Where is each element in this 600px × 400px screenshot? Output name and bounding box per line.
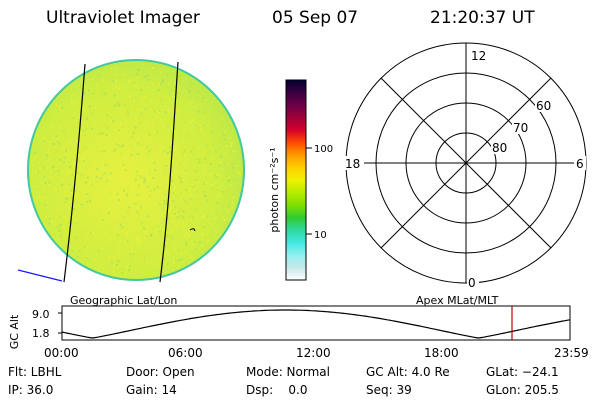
lat-label-80: 80 (492, 141, 507, 155)
info-glat: GLat: −24.1 (486, 365, 559, 379)
mlt-label-0: 0 (468, 276, 476, 290)
xtick-12-00: 12:00 (296, 346, 331, 360)
info-glon: GLon: 205.5 (486, 383, 559, 397)
uv-image-panel (17, 59, 245, 283)
altitude-plot-frame (61, 305, 571, 341)
longitude-line-east (159, 61, 179, 283)
xtick-00-00: 00:00 (44, 346, 79, 360)
xtick-23-59: 23:59 (554, 346, 589, 360)
date-label: 05 Sep 07 (272, 8, 359, 28)
uv-image-disc (27, 59, 245, 281)
info-dsp: Dsp: 0.0 (246, 383, 308, 397)
colorbar-tick-label-100: 100 (314, 144, 333, 155)
coastline-mark (189, 228, 196, 232)
label-bg-bottom (467, 276, 479, 288)
info-door: Door: Open (126, 365, 195, 379)
info-mode: Mode: Normal (246, 365, 330, 379)
label-bg-top (469, 50, 485, 62)
polar-panel-label: Apex MLat/MLT (416, 294, 499, 307)
label-bg-60 (535, 98, 555, 112)
polar-diagonal-2 (380, 77, 552, 249)
lat-label-70: 70 (513, 121, 528, 135)
colorbar-unit-label: photon cm⁻²s⁻¹ (268, 147, 281, 232)
mlt-label-18: 18 (345, 157, 360, 171)
uv-image-speckle (32, 66, 241, 275)
label-bg-left (344, 156, 364, 170)
colorbar-scale (285, 79, 307, 281)
orbit-track (17, 269, 63, 282)
altitude-ytick-9: 9.0 (32, 308, 50, 321)
altitude-ylabel: GC Alt (8, 314, 21, 349)
label-bg-80 (491, 140, 511, 154)
colorbar: 100 10 photon cm⁻²s⁻¹ (268, 79, 333, 281)
info-flt: Flt: LBHL (8, 365, 62, 379)
colorbar-tick-label-10: 10 (314, 230, 327, 241)
info-ip: IP: 36.0 (8, 383, 54, 397)
info-gain: Gain: 14 (126, 383, 177, 397)
time-label: 21:20:37 UT (430, 8, 535, 28)
longitude-line-west (63, 63, 86, 283)
altitude-ytick-1-8: 1.8 (32, 327, 50, 340)
info-seq: Seq: 39 (366, 383, 412, 397)
image-panel-label: Geographic Lat/Lon (70, 294, 177, 307)
info-gc-alt: GC Alt: 4.0 Re (366, 365, 450, 379)
xtick-18-00: 18:00 (424, 346, 459, 360)
label-bg-70 (512, 120, 532, 134)
lat-label-60: 60 (536, 99, 551, 113)
altitude-plot: GC Alt 9.0 1.8 00:00 06:00 12:00 18:00 2… (8, 305, 589, 360)
instrument-title: Ultraviolet Imager (46, 8, 200, 28)
altitude-curve (61, 309, 571, 339)
mlt-label-12: 12 (471, 49, 486, 63)
label-bg-right (574, 156, 586, 170)
mlt-label-6: 6 (576, 157, 584, 171)
xtick-06-00: 06:00 (168, 346, 203, 360)
polar-grid-panel: 12 18 6 0 60 70 80 (344, 42, 587, 290)
